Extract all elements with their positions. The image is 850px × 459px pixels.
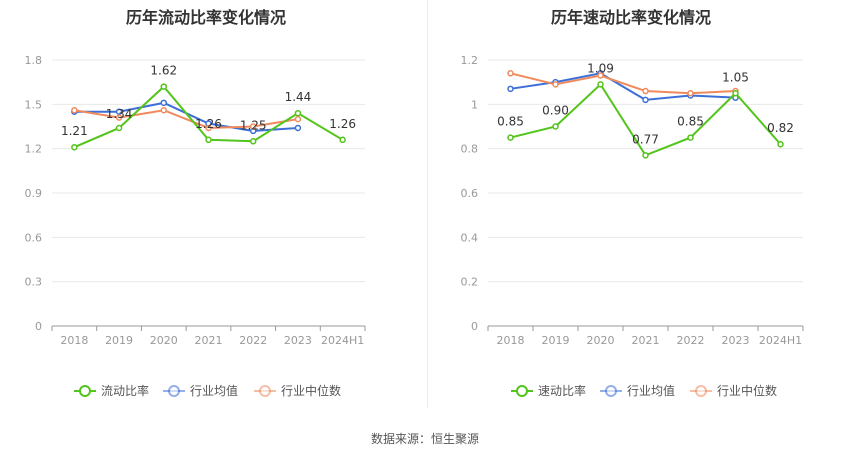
data-point <box>71 106 78 114</box>
data-label: 0.77 <box>632 132 659 146</box>
data-point <box>205 136 212 144</box>
x-tick-label: 2020 <box>150 334 178 347</box>
series-line <box>510 72 736 95</box>
data-source-note: 数据来源：恒生聚源 <box>370 432 479 446</box>
y-tick-label: 0.6 <box>461 187 479 200</box>
data-point <box>115 124 123 132</box>
data-point <box>160 106 168 114</box>
current-ratio-plot: 0 0.3 0.6 0.9 1.2 1.5 1.8 2018 2019 2020 2021 2022 2… <box>25 54 366 398</box>
x-tick-label: 2024H1 <box>759 334 802 347</box>
data-point <box>642 96 649 104</box>
data-label: 1.62 <box>150 64 177 78</box>
data-point <box>687 90 694 97</box>
y-tick-label: 0.2 <box>461 276 479 289</box>
legend-label: 行业均值 <box>627 383 675 398</box>
data-point <box>507 70 514 77</box>
x-tick-label: 2018 <box>60 334 88 347</box>
legend-marker <box>168 385 180 397</box>
data-point <box>597 72 604 79</box>
x-tick-label: 2020 <box>587 334 615 347</box>
data-point <box>115 108 123 115</box>
data-point <box>642 87 649 95</box>
x-tick-label: 2021 <box>632 334 660 347</box>
legend-marker <box>605 385 617 397</box>
y-tick-label: 0 <box>471 320 478 333</box>
y-tick-label: 0.9 <box>25 187 43 200</box>
data-point <box>294 109 302 117</box>
data-point <box>294 115 302 123</box>
y-tick-label: 0.8 <box>461 143 479 156</box>
data-label: 1.26 <box>195 117 222 131</box>
x-tick-label: 2021 <box>195 334 223 347</box>
data-point <box>732 90 739 97</box>
data-label: 1.21 <box>61 124 88 138</box>
data-label: 1.25 <box>240 118 267 132</box>
legend-label: 流动比率 <box>101 383 149 398</box>
data-point <box>160 99 168 107</box>
series-line <box>74 109 299 129</box>
data-point <box>71 143 78 151</box>
data-label: 1.34 <box>106 107 133 121</box>
data-point <box>687 134 694 141</box>
data-point <box>552 81 559 88</box>
data-point <box>115 114 123 121</box>
y-tick-label: 0.3 <box>25 276 43 289</box>
x-tick-label: 2022 <box>239 334 267 347</box>
data-label: 1.26 <box>329 117 356 131</box>
chart-title: 历年速动比率变化情况 <box>550 8 711 27</box>
data-point <box>552 123 559 130</box>
data-point <box>777 140 784 148</box>
y-tick-label: 1 <box>471 98 478 111</box>
legend-label: 行业均值 <box>190 383 238 398</box>
panel-divider <box>427 0 428 408</box>
legend-marker <box>79 385 91 397</box>
legend-label: 行业中位数 <box>281 383 341 398</box>
data-label: 0.82 <box>767 121 794 135</box>
data-label: 1.44 <box>285 90 312 104</box>
legend-label: 行业中位数 <box>717 383 777 398</box>
y-tick-label: 0.6 <box>25 231 43 244</box>
data-label: 0.85 <box>677 115 704 129</box>
current-ratio-chart: 历年流动比率变化情况 0 0.3 0.6 0.9 1.2 1.5 1.8 2018 2019 20… <box>0 0 425 420</box>
series-line <box>510 72 736 101</box>
x-tick-label: 2023 <box>722 334 750 347</box>
chart-title: 历年流动比率变化情况 <box>125 8 286 27</box>
data-label: 1.09 <box>587 61 614 75</box>
x-tick-label: 2019 <box>105 334 133 347</box>
y-tick-label: 0.4 <box>461 231 479 244</box>
quick-ratio-chart: 历年速动比率变化情况 0 0.2 0.4 0.6 0.8 1 1.2 2018 2019 2020… <box>425 0 850 420</box>
data-label: 0.85 <box>497 115 524 129</box>
data-point <box>249 123 257 130</box>
x-tick-label: 2023 <box>284 334 312 347</box>
x-tick-label: 2024H1 <box>321 334 364 347</box>
x-tick-label: 2019 <box>542 334 570 347</box>
data-point <box>205 124 212 132</box>
y-tick-label: 1.5 <box>25 98 43 111</box>
data-point <box>294 124 302 132</box>
data-point <box>160 83 168 90</box>
data-point <box>507 85 514 93</box>
legend-marker <box>695 385 707 397</box>
x-tick-label: 2022 <box>677 334 705 347</box>
quick-ratio-plot: 0 0.2 0.4 0.6 0.8 1 1.2 2018 2019 2020 2021 2022 202… <box>461 54 804 398</box>
legend-label: 速动比率 <box>538 383 586 398</box>
data-point <box>507 134 514 141</box>
legend-marker <box>516 385 528 397</box>
data-point <box>339 136 346 144</box>
y-tick-label: 0 <box>35 320 42 333</box>
data-point <box>249 138 257 145</box>
legend-marker <box>259 385 271 397</box>
data-point <box>597 81 604 88</box>
y-tick-label: 1.2 <box>461 54 479 67</box>
data-label: 0.90 <box>542 104 569 118</box>
y-tick-label: 1.8 <box>25 54 43 67</box>
y-tick-label: 1.2 <box>25 143 43 156</box>
data-point <box>642 152 649 159</box>
data-label: 1.05 <box>722 70 749 84</box>
x-tick-label: 2018 <box>497 334 525 347</box>
